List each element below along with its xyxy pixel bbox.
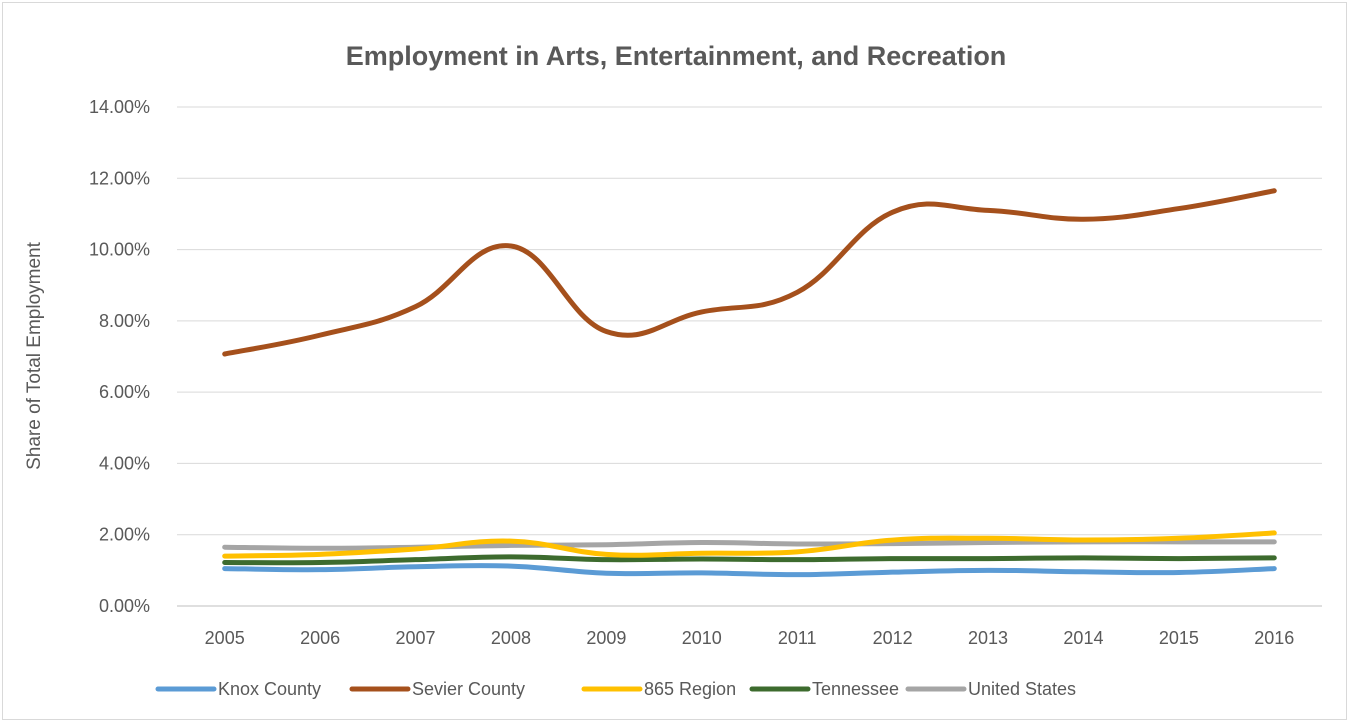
series-line-knox-county [222,563,1277,578]
y-axis-title: Share of Total Employment [24,241,45,469]
series-lines [222,188,1277,578]
x-tick-label: 2012 [873,628,913,648]
y-tick-label: 4.00% [99,453,150,473]
legend: Knox County Sevier County 865 Region Tennes… [155,679,1076,699]
x-tick-label: 2010 [682,628,722,648]
x-tick-label: 2008 [491,628,531,648]
x-tick-label: 2014 [1063,628,1103,648]
gridlines [177,106,1322,607]
y-tick-label: 2.00% [99,525,150,545]
legend-item: Tennessee [749,679,899,699]
legend-item: Knox County [155,679,321,699]
y-tick-label: 12.00% [89,168,150,188]
legend-label: 865 Region [644,679,736,699]
legend-item: United States [905,679,1076,699]
y-tick-labels: 0.00% 2.00% 4.00% 6.00% 8.00% 10.00% 12.00% 14.… [89,97,150,616]
series-line-sevier-county [222,188,1277,357]
y-tick-label: 0.00% [99,596,150,616]
chart-title: Employment in Arts, Entertainment, and R… [346,41,1007,71]
series-line-tennessee [222,554,1277,566]
legend-label: United States [968,679,1076,699]
x-tick-label: 2016 [1254,628,1294,648]
x-tick-label: 2009 [586,628,626,648]
y-tick-label: 10.00% [89,240,150,260]
legend-label: Sevier County [412,679,525,699]
series-line-united-states [222,539,1277,551]
x-tick-label: 2005 [205,628,245,648]
series-line-865-region [222,530,1277,559]
legend-item: 865 Region [581,679,736,699]
y-tick-label: 14.00% [89,97,150,117]
y-tick-label: 8.00% [99,311,150,331]
x-tick-label: 2006 [300,628,340,648]
legend-item: Sevier County [349,679,525,699]
x-tick-label: 2011 [778,628,817,648]
x-tick-label: 2007 [396,628,436,648]
y-tick-label: 6.00% [99,382,150,402]
x-tick-label: 2013 [968,628,1008,648]
legend-label: Tennessee [812,679,899,699]
x-tick-label: 2015 [1159,628,1199,648]
x-tick-labels: 2005 2006 2007 2008 2009 2010 2011 2012 2013 2014… [205,628,1295,648]
legend-label: Knox County [218,679,321,699]
